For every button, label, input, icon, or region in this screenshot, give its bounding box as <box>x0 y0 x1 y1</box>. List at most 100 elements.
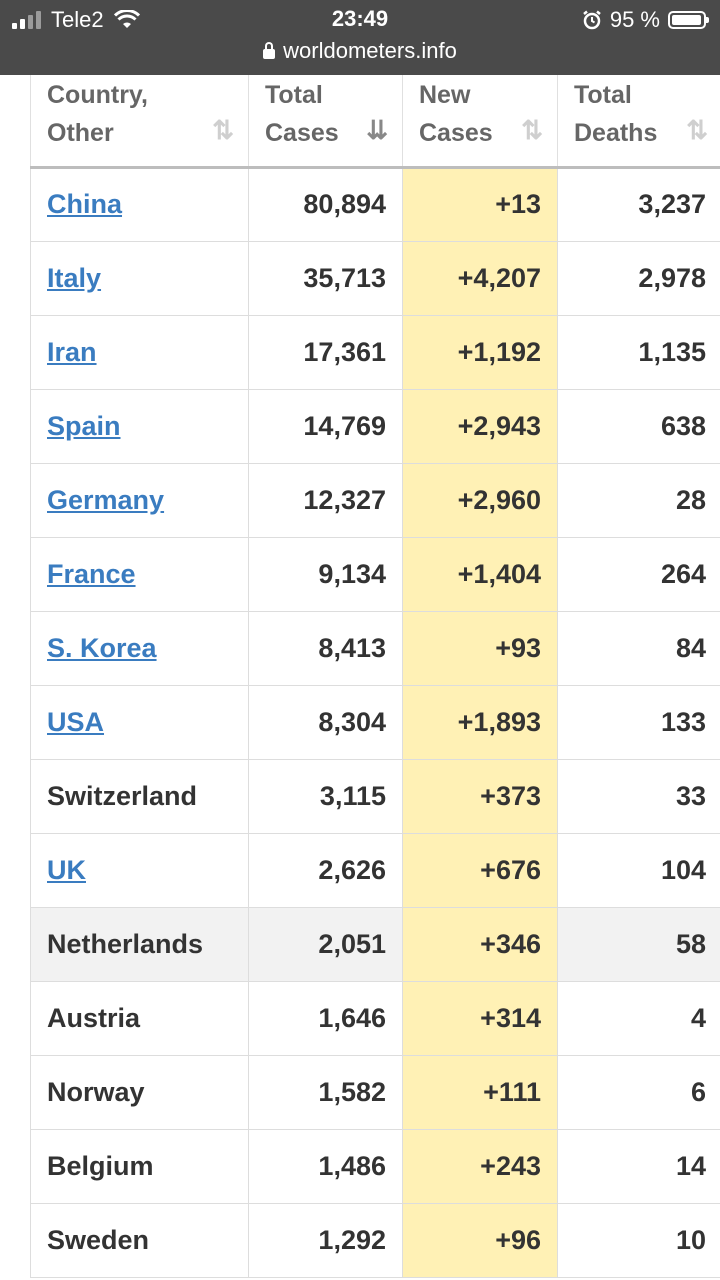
table-header-row: Country, Other ⇅ Total Cases ⇊ New Cases ⇅ … <box>30 75 720 169</box>
url-text: worldometers.info <box>283 38 457 63</box>
cases-table: Country, Other ⇅ Total Cases ⇊ New Cases ⇅ … <box>30 75 720 1278</box>
new-cases-cell: +4,207 <box>402 240 558 316</box>
header-total-deaths-line2: Deaths <box>574 119 658 147</box>
header-new-cases-line1: New <box>419 81 471 109</box>
new-cases-cell: +2,960 <box>402 462 558 538</box>
alarm-icon <box>583 10 601 30</box>
new-cases-cell: +93 <box>402 610 558 686</box>
header-new-cases[interactable]: New Cases ⇅ <box>402 75 558 169</box>
country-link[interactable]: S. Korea <box>47 632 157 663</box>
total-cases-cell: 35,713 <box>248 240 403 316</box>
country-cell: Germany <box>30 462 249 538</box>
status-right: 95 % <box>582 6 709 34</box>
total-cases-cell: 8,304 <box>248 684 403 760</box>
total-cases-cell: 80,894 <box>248 166 403 242</box>
total-deaths-cell: 3,237 <box>557 166 720 242</box>
country-cell: Austria <box>30 980 249 1056</box>
sort-icon[interactable]: ⇅ <box>686 115 708 145</box>
new-cases-cell: +1,192 <box>402 314 558 390</box>
header-total-cases-line2: Cases <box>265 119 339 147</box>
country-cell: Netherlands <box>30 906 249 982</box>
address-bar[interactable]: worldometers.info <box>0 38 720 64</box>
table-row: Germany 12,327 +2,960 28 <box>30 462 720 538</box>
total-deaths-cell: 58 <box>557 906 720 982</box>
total-deaths-cell: 133 <box>557 684 720 760</box>
country-cell: S. Korea <box>30 610 249 686</box>
status-left: Tele2 <box>12 6 140 34</box>
header-new-cases-line2: Cases <box>419 119 493 147</box>
total-deaths-cell: 2,978 <box>557 240 720 316</box>
country-link[interactable]: France <box>47 558 136 589</box>
header-total-deaths[interactable]: Total Deaths ⇅ <box>557 75 720 169</box>
new-cases-cell: +346 <box>402 906 558 982</box>
country-cell: France <box>30 536 249 612</box>
total-deaths-cell: 264 <box>557 536 720 612</box>
country-name: Sweden <box>47 1224 150 1255</box>
total-cases-cell: 2,051 <box>248 906 403 982</box>
new-cases-cell: +13 <box>402 166 558 242</box>
header-total-deaths-line1: Total <box>574 81 632 109</box>
country-name: Norway <box>47 1076 145 1107</box>
new-cases-cell: +111 <box>402 1054 558 1130</box>
total-cases-cell: 1,646 <box>248 980 403 1056</box>
table-row: Norway 1,582 +111 6 <box>30 1054 720 1130</box>
status-bar: Tele2 23:49 95 % worldometers.info <box>0 0 720 75</box>
carrier-label: Tele2 <box>51 7 104 32</box>
country-cell: Italy <box>30 240 249 316</box>
table-row: Iran 17,361 +1,192 1,135 <box>30 314 720 390</box>
total-cases-cell: 1,486 <box>248 1128 403 1204</box>
header-total-cases[interactable]: Total Cases ⇊ <box>248 75 403 169</box>
new-cases-cell: +1,404 <box>402 536 558 612</box>
coronavirus-table: Country, Other ⇅ Total Cases ⇊ New Cases ⇅ … <box>30 75 720 1278</box>
header-total-cases-line1: Total <box>265 81 323 109</box>
signal-icon <box>12 11 41 29</box>
country-link[interactable]: Germany <box>47 484 165 515</box>
sort-desc-icon[interactable]: ⇊ <box>366 115 388 145</box>
country-link[interactable]: Spain <box>47 410 121 441</box>
total-deaths-cell: 1,135 <box>557 314 720 390</box>
total-deaths-cell: 28 <box>557 462 720 538</box>
total-deaths-cell: 14 <box>557 1128 720 1204</box>
country-cell: UK <box>30 832 249 908</box>
battery-icon <box>668 11 709 29</box>
country-cell: Spain <box>30 388 249 464</box>
country-link[interactable]: UK <box>47 854 86 885</box>
header-country[interactable]: Country, Other ⇅ <box>30 75 249 169</box>
country-cell: Switzerland <box>30 758 249 834</box>
table-body: China 80,894 +13 3,237 Italy 35,713 +4,207 2,97… <box>30 166 720 1278</box>
country-cell: Sweden <box>30 1202 249 1278</box>
country-link[interactable]: Iran <box>47 336 97 367</box>
country-link[interactable]: China <box>47 189 123 219</box>
new-cases-cell: +314 <box>402 980 558 1056</box>
new-cases-cell: +676 <box>402 832 558 908</box>
wifi-icon <box>113 10 140 28</box>
new-cases-cell: +2,943 <box>402 388 558 464</box>
country-link[interactable]: USA <box>47 706 105 737</box>
total-cases-cell: 17,361 <box>248 314 403 390</box>
header-country-line2: Other <box>47 119 114 147</box>
country-name: Netherlands <box>47 928 204 959</box>
total-cases-cell: 2,626 <box>248 832 403 908</box>
table-row: S. Korea 8,413 +93 84 <box>30 610 720 686</box>
lock-icon <box>263 41 276 59</box>
battery-percent: 95 % <box>609 7 660 32</box>
country-link[interactable]: Italy <box>47 262 102 293</box>
country-cell: USA <box>30 684 249 760</box>
table-row: France 9,134 +1,404 264 <box>30 536 720 612</box>
total-deaths-cell: 4 <box>557 980 720 1056</box>
total-deaths-cell: 33 <box>557 758 720 834</box>
total-deaths-cell: 10 <box>557 1202 720 1278</box>
table-row: Austria 1,646 +314 4 <box>30 980 720 1056</box>
sort-icon[interactable]: ⇅ <box>212 115 234 145</box>
table-row: Netherlands 2,051 +346 58 <box>30 906 720 982</box>
new-cases-cell: +96 <box>402 1202 558 1278</box>
total-deaths-cell: 84 <box>557 610 720 686</box>
table-row: USA 8,304 +1,893 133 <box>30 684 720 760</box>
total-cases-cell: 12,327 <box>248 462 403 538</box>
clock: 23:49 <box>331 6 389 31</box>
table-row: China 80,894 +13 3,237 <box>30 166 720 242</box>
table-row: Italy 35,713 +4,207 2,978 <box>30 240 720 316</box>
country-name: Belgium <box>47 1150 154 1181</box>
new-cases-cell: +373 <box>402 758 558 834</box>
sort-icon[interactable]: ⇅ <box>521 115 543 145</box>
